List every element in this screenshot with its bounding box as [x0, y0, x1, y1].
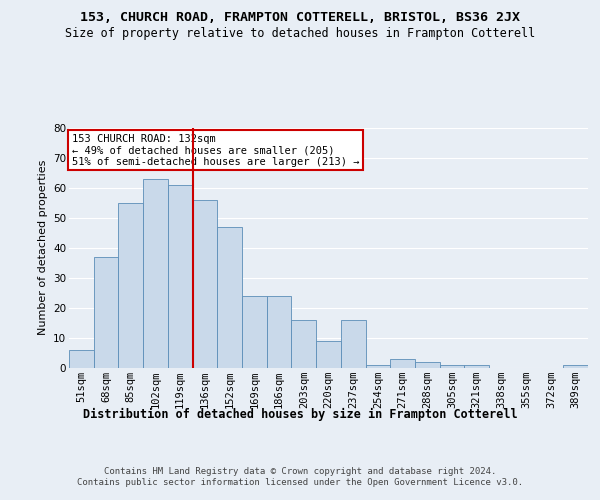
Bar: [267, 296, 292, 368]
Bar: [94, 256, 118, 368]
Bar: [563, 364, 588, 368]
Bar: [464, 364, 489, 368]
Text: Size of property relative to detached houses in Frampton Cotterell: Size of property relative to detached ho…: [65, 28, 535, 40]
Bar: [365, 364, 390, 368]
Bar: [242, 296, 267, 368]
Bar: [316, 340, 341, 367]
Bar: [292, 320, 316, 368]
Bar: [415, 362, 440, 368]
Text: 153 CHURCH ROAD: 132sqm
← 49% of detached houses are smaller (205)
51% of semi-d: 153 CHURCH ROAD: 132sqm ← 49% of detache…: [71, 134, 359, 166]
Bar: [390, 358, 415, 368]
Bar: [341, 320, 365, 368]
Bar: [193, 200, 217, 368]
Bar: [143, 178, 168, 368]
Bar: [69, 350, 94, 368]
Bar: [440, 364, 464, 368]
Text: Distribution of detached houses by size in Frampton Cotterell: Distribution of detached houses by size …: [83, 408, 517, 420]
Bar: [168, 184, 193, 368]
Text: Contains HM Land Registry data © Crown copyright and database right 2024.
Contai: Contains HM Land Registry data © Crown c…: [77, 468, 523, 487]
Y-axis label: Number of detached properties: Number of detached properties: [38, 160, 47, 335]
Text: 153, CHURCH ROAD, FRAMPTON COTTERELL, BRISTOL, BS36 2JX: 153, CHURCH ROAD, FRAMPTON COTTERELL, BR…: [80, 11, 520, 24]
Bar: [118, 202, 143, 368]
Bar: [217, 226, 242, 368]
